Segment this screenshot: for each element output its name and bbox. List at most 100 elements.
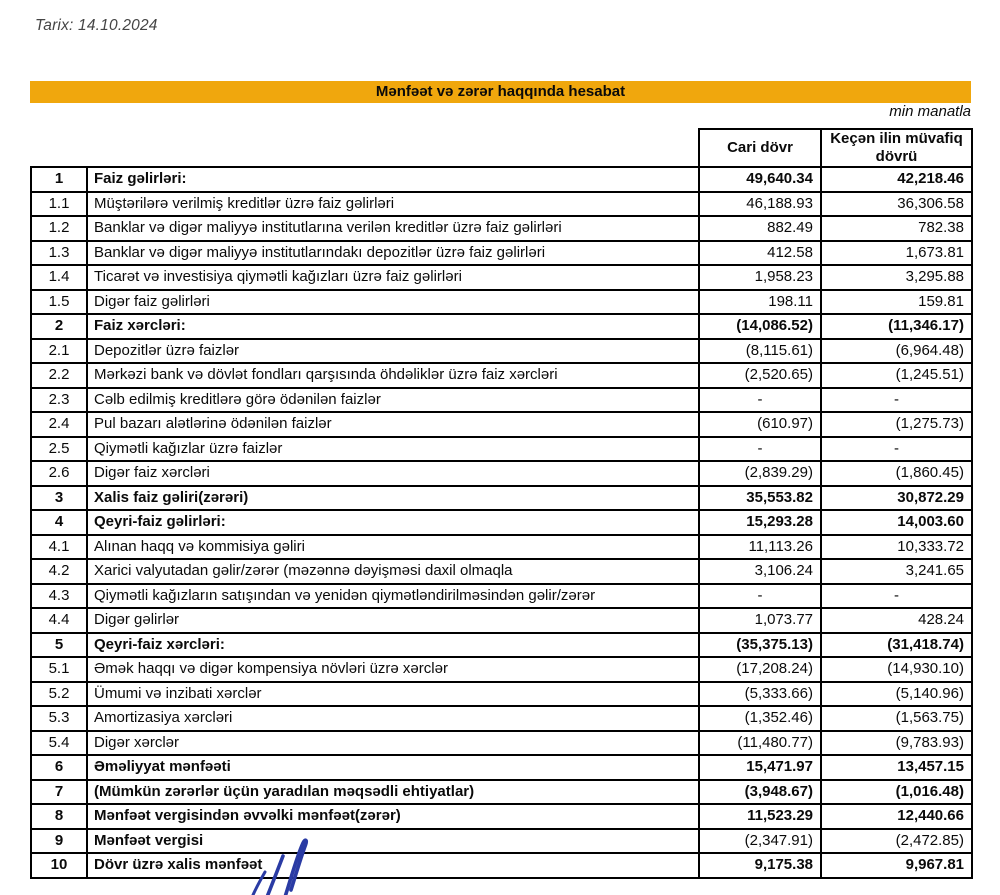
table-row: 4.2 Xarici valyutadan gəlir/zərər (məzən…	[30, 558, 973, 585]
row-label: Qiymətli kağızların satışından və yenidə…	[86, 582, 700, 609]
row-label: Müştərilərə verilmiş kreditlər üzrə faiz…	[86, 190, 700, 217]
row-current-value: 198.11	[698, 288, 822, 315]
row-previous-value: 36,306.58	[820, 190, 973, 217]
row-current-value: -	[698, 582, 822, 609]
row-label: Digər faiz xərcləri	[86, 460, 700, 487]
row-number: 6	[30, 754, 88, 781]
row-label: Xalis faiz gəliri(zərəri)	[86, 484, 700, 511]
table-row: 2.4 Pul bazarı alətlərinə ödənilən faizl…	[30, 411, 973, 438]
table-row: 1.1 Müştərilərə verilmiş kreditlər üzrə …	[30, 190, 973, 217]
row-number: 1.4	[30, 264, 88, 291]
table-row: 1.3 Banklar və digər maliyyə institutlar…	[30, 239, 973, 266]
row-previous-value: 1,673.81	[820, 239, 973, 266]
row-number: 4.1	[30, 533, 88, 560]
row-label: Faiz gəlirləri:	[86, 166, 700, 193]
row-number: 2.5	[30, 435, 88, 462]
row-previous-value: 3,241.65	[820, 558, 973, 585]
row-current-value: (8,115.61)	[698, 337, 822, 364]
row-number: 2	[30, 313, 88, 340]
row-number: 2.2	[30, 362, 88, 389]
row-label: Qeyri-faiz gəlirləri:	[86, 509, 700, 536]
table-row: 4 Qeyri-faiz gəlirləri: 15,293.28 14,003…	[30, 509, 973, 536]
row-previous-value: (14,930.10)	[820, 656, 973, 683]
row-current-value: 35,553.82	[698, 484, 822, 511]
row-previous-value: (1,860.45)	[820, 460, 973, 487]
table-row: 5.2 Ümumi və inzibati xərclər (5,333.66)…	[30, 680, 973, 707]
row-previous-value: 30,872.29	[820, 484, 973, 511]
row-label: Banklar və digər maliyyə institutlarında…	[86, 239, 700, 266]
header-blank-cell	[87, 129, 699, 167]
unit-note: min manatla	[889, 103, 971, 120]
column-header-current-period: Cari dövr	[698, 128, 822, 168]
row-current-value: -	[698, 435, 822, 462]
row-current-value: 9,175.38	[698, 852, 822, 879]
row-previous-value: 3,295.88	[820, 264, 973, 291]
row-previous-value: 14,003.60	[820, 509, 973, 536]
row-label: Alınan haqq və kommisiya gəliri	[86, 533, 700, 560]
row-previous-value: (1,275.73)	[820, 411, 973, 438]
table-row: 3 Xalis faiz gəliri(zərəri) 35,553.82 30…	[30, 484, 973, 511]
table-row: 9 Mənfəət vergisi (2,347.91) (2,472.85)	[30, 827, 973, 854]
table-row: 1 Faiz gəlirləri: 49,640.34 42,218.46	[30, 166, 973, 193]
row-previous-value: 12,440.66	[820, 803, 973, 830]
row-number: 4.4	[30, 607, 88, 634]
row-number: 1.2	[30, 215, 88, 242]
table-row: 1.2 Banklar və digər maliyyə institutlar…	[30, 215, 973, 242]
row-current-value: (610.97)	[698, 411, 822, 438]
row-current-value: (1,352.46)	[698, 705, 822, 732]
row-previous-value: 42,218.46	[820, 166, 973, 193]
profit-loss-table: Cari dövr Keçən ilin müvafiq dövrü 1 Fai…	[30, 128, 973, 879]
table-row: 2.5 Qiymətli kağızlar üzrə faizlər - -	[30, 435, 973, 462]
row-current-value: 11,113.26	[698, 533, 822, 560]
row-current-value: 412.58	[698, 239, 822, 266]
row-current-value: (2,839.29)	[698, 460, 822, 487]
row-number: 2.1	[30, 337, 88, 364]
table-row: 1.4 Ticarət və investisiya qiymətli kağı…	[30, 264, 973, 291]
row-previous-value: (1,016.48)	[820, 778, 973, 805]
row-label: Cəlb edilmiş kreditlərə görə ödənilən fa…	[86, 386, 700, 413]
row-previous-value: (1,245.51)	[820, 362, 973, 389]
table-row: 6 Əməliyyat mənfəəti 15,471.97 13,457.15	[30, 754, 973, 781]
report-date: Tarix: 14.10.2024	[35, 17, 158, 34]
row-previous-value: 159.81	[820, 288, 973, 315]
row-number: 9	[30, 827, 88, 854]
row-current-value: (11,480.77)	[698, 729, 822, 756]
report-title: Mənfəət və zərər haqqında hesabat	[375, 83, 626, 100]
table-body: 1 Faiz gəlirləri: 49,640.34 42,218.46 1.…	[30, 166, 973, 879]
row-label: Pul bazarı alətlərinə ödənilən faizlər	[86, 411, 700, 438]
row-number: 5	[30, 631, 88, 658]
row-previous-value: 9,967.81	[820, 852, 973, 879]
row-current-value: 15,293.28	[698, 509, 822, 536]
row-number: 3	[30, 484, 88, 511]
row-number: 7	[30, 778, 88, 805]
row-label: Əməliyyat mənfəəti	[86, 754, 700, 781]
row-label: Amortizasiya xərcləri	[86, 705, 700, 732]
row-number: 2.3	[30, 386, 88, 413]
row-previous-value: (31,418.74)	[820, 631, 973, 658]
row-previous-value: -	[820, 386, 973, 413]
report-title-banner: Mənfəət və zərər haqqında hesabat	[30, 81, 971, 103]
row-label: Depozitlər üzrə faizlər	[86, 337, 700, 364]
row-previous-value: -	[820, 435, 973, 462]
row-label: Qiymətli kağızlar üzrə faizlər	[86, 435, 700, 462]
row-previous-value: (6,964.48)	[820, 337, 973, 364]
row-label: Ümumi və inzibati xərclər	[86, 680, 700, 707]
row-label: Qeyri-faiz xərcləri:	[86, 631, 700, 658]
row-current-value: 46,188.93	[698, 190, 822, 217]
table-row: 1.5 Digər faiz gəlirləri 198.11 159.81	[30, 288, 973, 315]
column-header-previous-period: Keçən ilin müvafiq dövrü	[820, 128, 973, 168]
table-row: 5.4 Digər xərclər (11,480.77) (9,783.93)	[30, 729, 973, 756]
row-label: Ticarət və investisiya qiymətli kağızlar…	[86, 264, 700, 291]
row-number: 8	[30, 803, 88, 830]
row-label: Digər faiz gəlirləri	[86, 288, 700, 315]
table-row: 5 Qeyri-faiz xərcləri: (35,375.13) (31,4…	[30, 631, 973, 658]
row-number: 1.1	[30, 190, 88, 217]
table-row: 5.3 Amortizasiya xərcləri (1,352.46) (1,…	[30, 705, 973, 732]
row-previous-value: 782.38	[820, 215, 973, 242]
row-number: 4.3	[30, 582, 88, 609]
row-number: 1.3	[30, 239, 88, 266]
row-label: Faiz xərcləri:	[86, 313, 700, 340]
row-previous-value: (9,783.93)	[820, 729, 973, 756]
row-current-value: (5,333.66)	[698, 680, 822, 707]
